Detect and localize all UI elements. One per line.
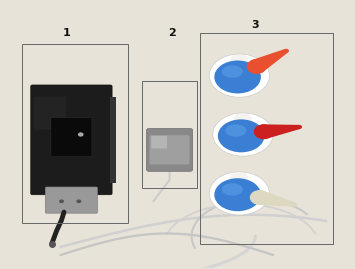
Ellipse shape	[222, 183, 243, 196]
Circle shape	[76, 199, 81, 203]
Polygon shape	[251, 49, 288, 73]
Circle shape	[283, 49, 289, 53]
FancyBboxPatch shape	[34, 97, 66, 130]
Ellipse shape	[214, 178, 261, 211]
Ellipse shape	[234, 113, 252, 124]
Circle shape	[78, 132, 83, 137]
Circle shape	[296, 125, 302, 129]
FancyBboxPatch shape	[51, 118, 92, 157]
FancyBboxPatch shape	[45, 187, 98, 213]
Bar	[22, 44, 128, 223]
Circle shape	[250, 190, 269, 205]
Circle shape	[59, 199, 64, 203]
FancyBboxPatch shape	[31, 85, 112, 195]
Polygon shape	[257, 190, 295, 207]
Text: 1: 1	[62, 28, 70, 38]
Text: 3: 3	[251, 20, 259, 30]
FancyBboxPatch shape	[149, 135, 190, 165]
Ellipse shape	[230, 172, 248, 183]
Ellipse shape	[225, 124, 246, 137]
Ellipse shape	[218, 119, 264, 152]
Polygon shape	[262, 124, 300, 139]
Circle shape	[292, 202, 297, 207]
Circle shape	[247, 59, 267, 74]
Ellipse shape	[213, 113, 273, 156]
Text: 2: 2	[168, 28, 176, 38]
Ellipse shape	[209, 54, 269, 97]
Bar	[110, 97, 116, 183]
Bar	[201, 33, 333, 244]
Ellipse shape	[230, 54, 248, 65]
Ellipse shape	[214, 61, 261, 93]
FancyBboxPatch shape	[151, 136, 167, 148]
Ellipse shape	[209, 172, 269, 215]
FancyBboxPatch shape	[146, 128, 193, 171]
Circle shape	[254, 124, 274, 139]
Bar	[142, 81, 197, 188]
Ellipse shape	[222, 65, 243, 78]
